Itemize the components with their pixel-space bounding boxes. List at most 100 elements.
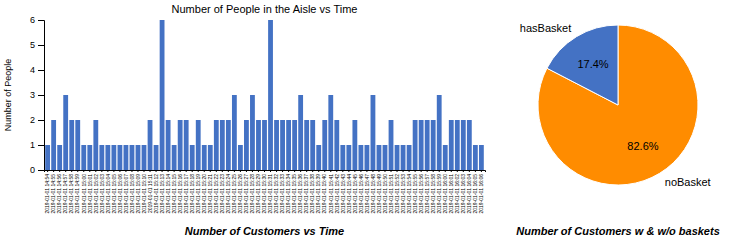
tick-label: 3 xyxy=(30,90,35,100)
tick-mark xyxy=(397,170,398,172)
bar xyxy=(57,145,62,170)
tick-mark xyxy=(95,170,96,172)
tick-mark xyxy=(186,170,187,172)
tick-mark xyxy=(89,170,90,172)
tick-mark xyxy=(162,170,163,172)
pie-slice xyxy=(538,25,698,185)
tick-mark xyxy=(264,170,265,172)
tick-mark xyxy=(372,170,373,172)
tick-mark xyxy=(391,170,392,172)
bar xyxy=(75,120,80,170)
bar xyxy=(340,145,345,170)
bar xyxy=(136,145,141,170)
tick-mark xyxy=(403,170,404,172)
bar xyxy=(395,145,400,170)
bar xyxy=(81,145,86,170)
tick-label: 5 xyxy=(30,40,35,50)
tick-mark xyxy=(300,170,301,172)
bar xyxy=(262,120,267,170)
tick-mark xyxy=(113,170,114,172)
tick-mark xyxy=(107,170,108,172)
pie-slice xyxy=(547,25,618,105)
bar xyxy=(377,145,382,170)
chart-canvas: 01234562019-01-01 14:542019-01-01 14:552… xyxy=(0,0,741,240)
tick-mark xyxy=(354,170,355,172)
tick-mark xyxy=(445,170,446,172)
tick-mark xyxy=(168,170,169,172)
tick-mark xyxy=(288,170,289,172)
bar xyxy=(449,120,454,170)
tick-mark xyxy=(234,170,235,172)
bar xyxy=(280,120,285,170)
tick-mark xyxy=(330,170,331,172)
bar xyxy=(208,145,213,170)
bar xyxy=(190,145,195,170)
tick-mark xyxy=(38,95,44,96)
tick: 6 xyxy=(30,15,44,25)
bar xyxy=(196,120,201,170)
bar xyxy=(226,120,231,170)
bar xyxy=(51,120,56,170)
tick-mark xyxy=(409,170,410,172)
tick-mark xyxy=(457,170,458,172)
bar xyxy=(238,145,243,170)
tick-mark xyxy=(59,170,60,172)
bar xyxy=(479,145,484,170)
tick-mark xyxy=(192,170,193,172)
bars xyxy=(45,20,484,170)
tick-mark xyxy=(378,170,379,172)
tick-mark xyxy=(366,170,367,172)
bar xyxy=(160,20,165,170)
tick-mark xyxy=(282,170,283,172)
bar xyxy=(124,145,129,170)
tick-mark xyxy=(83,170,84,172)
labels: 82.6%17.4%noBaskethasBasket xyxy=(520,22,711,188)
tick-mark xyxy=(38,120,44,121)
tick-mark xyxy=(204,170,205,172)
tick-mark xyxy=(174,170,175,172)
tick-mark xyxy=(131,170,132,172)
tick-mark xyxy=(137,170,138,172)
tick-mark xyxy=(433,170,434,172)
bar xyxy=(304,120,309,170)
tick-label: 2 xyxy=(30,115,35,125)
tick-label: 4 xyxy=(30,65,35,75)
bar xyxy=(202,145,207,170)
bar xyxy=(118,145,123,170)
data-label: 82.6% xyxy=(627,140,658,152)
bar xyxy=(250,95,255,170)
tick-mark xyxy=(427,170,428,172)
bar xyxy=(371,95,376,170)
bar xyxy=(220,120,225,170)
tick-mark xyxy=(481,170,482,172)
tick-mark xyxy=(439,170,440,172)
tick-mark xyxy=(125,170,126,172)
tick: 0 xyxy=(30,165,44,175)
bar xyxy=(389,120,394,170)
bar xyxy=(437,95,442,170)
bar xyxy=(425,120,430,170)
bar xyxy=(178,120,183,170)
tick-mark xyxy=(198,170,199,172)
tick-mark xyxy=(38,145,44,146)
bar xyxy=(166,120,171,170)
bar xyxy=(274,120,279,170)
tick-mark xyxy=(216,170,217,172)
bar xyxy=(45,145,50,170)
tick-mark xyxy=(38,170,44,171)
bar xyxy=(413,120,418,170)
tick-mark xyxy=(47,170,48,172)
tick-mark xyxy=(180,170,181,172)
tick-mark xyxy=(38,45,44,46)
tick-mark xyxy=(415,170,416,172)
bar xyxy=(154,145,159,170)
tick-label: 2019-01-01 16:06 xyxy=(478,174,484,214)
bar xyxy=(148,120,153,170)
bar xyxy=(431,120,436,170)
bar xyxy=(298,95,303,170)
bar xyxy=(111,145,116,170)
pie-chart: 82.6%17.4%noBaskethasBasket xyxy=(520,22,711,188)
tick: 4 xyxy=(30,65,44,75)
bar xyxy=(69,120,74,170)
bar xyxy=(232,95,237,170)
